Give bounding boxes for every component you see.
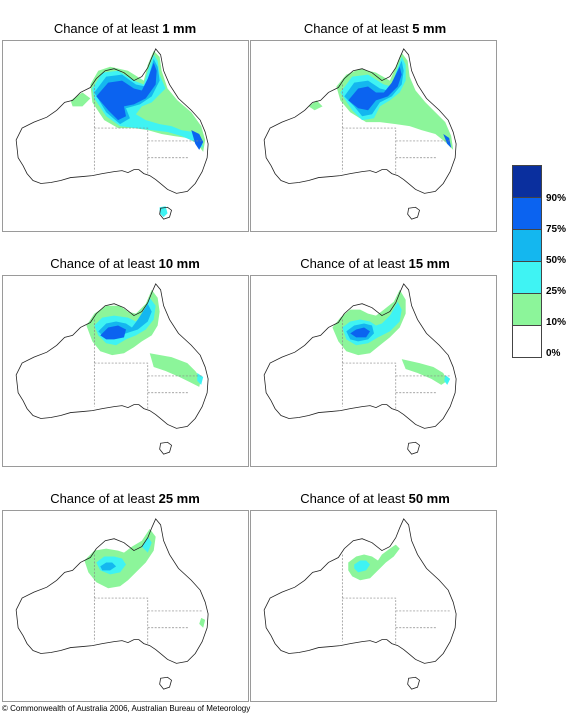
- tasmania-coastline: [159, 206, 172, 220]
- state-border: [342, 362, 397, 409]
- tasmania-coastline: [407, 206, 420, 220]
- legend-label-10: 10%: [546, 317, 567, 328]
- tasmania-coastline: [407, 441, 420, 455]
- probability-zone: [197, 372, 204, 385]
- copyright-footer: © Commonwealth of Australia 2006, Austra…: [2, 704, 251, 713]
- state-border: [94, 597, 149, 644]
- probability-zone: [354, 560, 371, 573]
- legend-label-90: 90%: [546, 193, 567, 204]
- probability-zones: [84, 528, 206, 628]
- australia-landmass: [264, 283, 457, 429]
- legend-label-75: 75%: [546, 224, 567, 235]
- legend-swatch-0-10: [512, 326, 542, 358]
- map-panel-10mm: [2, 275, 249, 467]
- probability-zones: [70, 50, 206, 218]
- state-border: [94, 127, 149, 174]
- probability-zone: [159, 206, 168, 218]
- panel-title-1mm: Chance of at least 1 mm: [53, 21, 197, 36]
- map-panel-5mm: [250, 40, 497, 232]
- map-panel-15mm: [250, 275, 497, 467]
- mainland-coastline: [15, 48, 209, 194]
- probability-zone: [401, 359, 448, 385]
- map-panel-50mm: [250, 510, 497, 702]
- legend-label-50: 50%: [546, 255, 567, 266]
- legend-swatch-25-50: [512, 262, 542, 294]
- panel-title-15mm: Chance of at least 15 mm: [300, 256, 450, 271]
- map-panel-1mm: [2, 40, 249, 232]
- legend-swatch-10-25: [512, 294, 542, 326]
- tasmania-coastline: [159, 441, 172, 455]
- legend-swatch-90-100: [512, 165, 542, 198]
- probability-zone: [191, 130, 204, 150]
- probability-legend: 90% 75% 50% 25% 10% 0%: [512, 165, 566, 359]
- probability-zones: [348, 544, 400, 581]
- legend-label-25: 25%: [546, 286, 567, 297]
- probability-zone: [100, 562, 117, 571]
- legend-swatch-75-90: [512, 198, 542, 230]
- probability-zones: [86, 289, 204, 387]
- mainland-coastline: [263, 283, 457, 429]
- mainland-coastline: [263, 518, 457, 664]
- probability-zone: [100, 325, 126, 340]
- mainland-coastline: [263, 48, 457, 194]
- australia-landmass: [16, 518, 209, 664]
- panel-title-10mm: Chance of at least 10 mm: [50, 256, 200, 271]
- state-border: [94, 362, 149, 409]
- tasmania-coastline: [159, 676, 172, 690]
- australia-landmass: [264, 518, 457, 664]
- tasmania-coastline: [407, 676, 420, 690]
- probability-zone: [199, 617, 206, 628]
- probability-zones: [332, 289, 451, 385]
- australia-landmass: [16, 283, 209, 429]
- probability-zone: [96, 62, 157, 121]
- probability-zones: [308, 52, 454, 150]
- panel-title-25mm: Chance of at least 25 mm: [50, 491, 200, 506]
- probability-zone: [141, 536, 152, 553]
- legend-swatch-50-75: [512, 230, 542, 262]
- mainland-coastline: [15, 518, 209, 664]
- panel-title-50mm: Chance of at least 50 mm: [300, 491, 450, 506]
- probability-zone: [444, 374, 451, 385]
- mainland-coastline: [15, 283, 209, 429]
- probability-zone: [443, 134, 452, 148]
- probability-zone: [348, 66, 402, 111]
- state-border: [342, 597, 397, 644]
- legend-label-0: 0%: [546, 348, 561, 359]
- panel-title-5mm: Chance of at least 5 mm: [303, 21, 447, 36]
- map-panel-25mm: [2, 510, 249, 702]
- state-border: [342, 127, 397, 174]
- probability-zone: [70, 92, 91, 107]
- probability-zone: [149, 353, 202, 387]
- probability-zone: [308, 100, 323, 111]
- probability-zone: [350, 327, 371, 338]
